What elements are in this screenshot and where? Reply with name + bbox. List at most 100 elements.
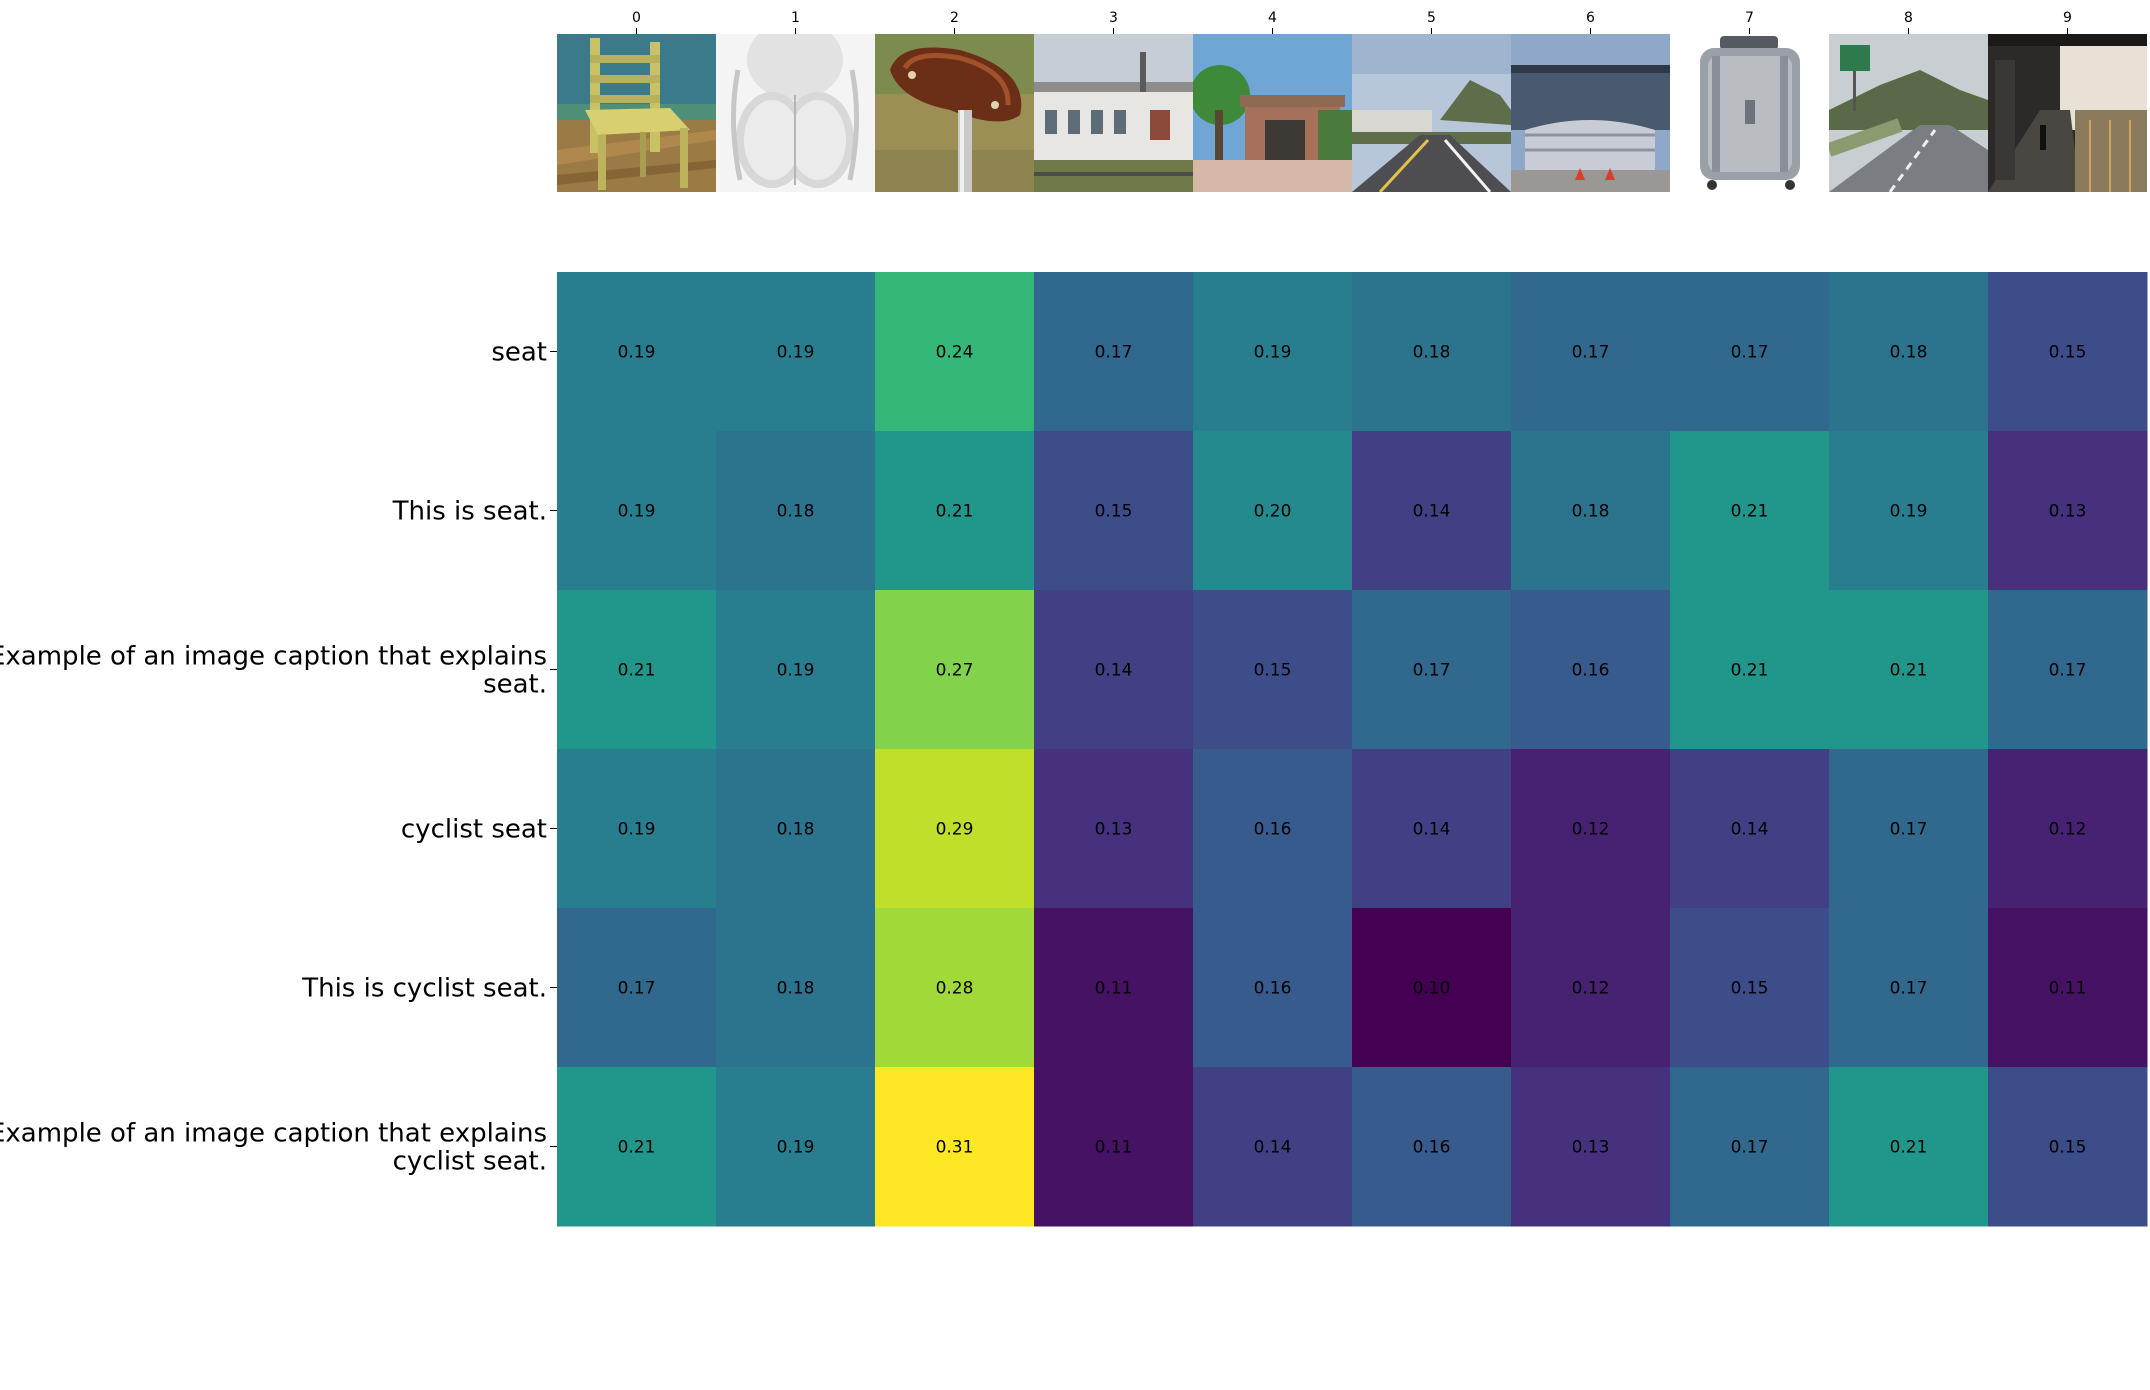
heatmap-cell <box>1034 1067 1194 1227</box>
heatmap-cell <box>1670 431 1830 591</box>
x-tick-label: 8 <box>1904 10 1913 26</box>
x-tick-label: 0 <box>632 10 641 26</box>
x-tick-label: 6 <box>1586 10 1595 26</box>
heatmap-cells: 0.19 0.19 0.24 0.17 0.19 0.18 0.17 0.17 0.18 0.15… <box>557 272 2148 1227</box>
heatmap-cell <box>1511 749 1671 909</box>
cell-value-label: 0.21 <box>618 661 656 681</box>
thumbnail-figure-study <box>716 34 875 192</box>
cell-value-label: 0.16 <box>1254 820 1292 840</box>
thumbnail-bicycle-saddle <box>875 34 1034 192</box>
heatmap-cell <box>1352 749 1512 909</box>
cell-value-label: 0.18 <box>777 502 815 522</box>
cell-value-label: 0.19 <box>777 343 815 363</box>
cell-value-label: 0.21 <box>1731 661 1769 681</box>
heatmap-cell <box>875 1067 1035 1227</box>
x-tick-label: 1 <box>791 10 800 26</box>
heatmap-cell <box>716 590 876 750</box>
heatmap-cell <box>1352 1067 1512 1227</box>
cell-value-label: 0.17 <box>1731 1138 1769 1158</box>
heatmap-cell <box>1034 908 1194 1068</box>
thumbnail-silver-suitcase <box>1670 34 1829 192</box>
heatmap-cell <box>1670 272 1830 432</box>
cell-value-label: 0.17 <box>2049 661 2087 681</box>
heatmap-cell <box>1670 749 1830 909</box>
thumbnail-train-platform <box>1988 34 2147 192</box>
cell-value-label: 0.12 <box>2049 820 2087 840</box>
heatmap-cell <box>1193 590 1353 750</box>
heatmap-cell <box>716 908 876 1068</box>
heatmap-cell <box>1193 272 1353 432</box>
heatmap-cell <box>1511 272 1671 432</box>
cell-value-label: 0.17 <box>1095 343 1133 363</box>
heatmap-cell <box>1352 431 1512 591</box>
x-tick-label: 9 <box>2063 10 2072 26</box>
cell-value-label: 0.11 <box>1095 1138 1133 1158</box>
heatmap-cell <box>1988 908 2148 1068</box>
cell-value-label: 0.15 <box>1731 979 1769 999</box>
heatmap-cell <box>1193 908 1353 1068</box>
row-label: seat. <box>483 670 547 700</box>
heatmap-cell <box>1670 590 1830 750</box>
thumbnail-station-entrance <box>1193 34 1352 192</box>
heatmap-cell <box>1511 590 1671 750</box>
cell-value-label: 0.21 <box>936 502 974 522</box>
heatmap-cell <box>875 272 1035 432</box>
heatmap-cell <box>1988 749 2148 909</box>
cell-value-label: 0.28 <box>936 979 974 999</box>
cell-value-label: 0.12 <box>1572 979 1610 999</box>
heatmap-cell <box>557 431 717 591</box>
cell-value-label: 0.16 <box>1413 1138 1451 1158</box>
heatmap-cell <box>1511 431 1671 591</box>
image-thumbnail-strip <box>557 34 2147 192</box>
cell-value-label: 0.19 <box>777 661 815 681</box>
row-label: seat <box>491 338 547 368</box>
cell-value-label: 0.17 <box>1731 343 1769 363</box>
cell-value-label: 0.31 <box>936 1138 974 1158</box>
heatmap-cell <box>1829 749 1989 909</box>
cell-value-label: 0.14 <box>1095 661 1133 681</box>
heatmap-cell <box>716 272 876 432</box>
thumbnail-road-hills <box>1352 34 1511 192</box>
heatmap-cell <box>716 431 876 591</box>
thumbnail-highway-road <box>1829 34 1988 192</box>
cell-value-label: 0.29 <box>936 820 974 840</box>
cell-value-label: 0.13 <box>1095 820 1133 840</box>
heatmap-cell <box>1352 272 1512 432</box>
cell-value-label: 0.14 <box>1254 1138 1292 1158</box>
cell-value-label: 0.17 <box>618 979 656 999</box>
heatmap-cell <box>716 749 876 909</box>
heatmap-cell <box>875 908 1035 1068</box>
thumbnail-building-gate <box>1511 34 1670 192</box>
heatmap-cell <box>875 590 1035 750</box>
heatmap-cell <box>1193 749 1353 909</box>
x-tick-label: 4 <box>1268 10 1277 26</box>
cell-value-label: 0.21 <box>1731 502 1769 522</box>
cell-value-label: 0.14 <box>1731 820 1769 840</box>
thumbnail-chair-painting <box>557 34 716 192</box>
cell-value-label: 0.15 <box>1254 661 1292 681</box>
cell-value-label: 0.24 <box>936 343 974 363</box>
heatmap-cell <box>1829 272 1989 432</box>
y-axis-labels: seat This is seat. Example of an image cap… <box>0 338 557 1177</box>
heatmap-cell <box>1352 908 1512 1068</box>
cell-value-label: 0.15 <box>2049 343 2087 363</box>
cell-value-label: 0.27 <box>936 661 974 681</box>
cell-value-label: 0.18 <box>1413 343 1451 363</box>
heatmap-cell <box>557 749 717 909</box>
cell-value-label: 0.19 <box>618 820 656 840</box>
cell-value-label: 0.21 <box>618 1138 656 1158</box>
heatmap-cell <box>1829 431 1989 591</box>
heatmap-cell <box>716 1067 876 1227</box>
heatmap-cell <box>557 908 717 1068</box>
heatmap-cell <box>557 272 717 432</box>
heatmap-cell <box>1511 908 1671 1068</box>
cell-value-label: 0.17 <box>1890 979 1928 999</box>
heatmap-cell <box>557 1067 717 1227</box>
cell-value-label: 0.13 <box>1572 1138 1610 1158</box>
cell-value-label: 0.16 <box>1572 661 1610 681</box>
x-tick-label: 5 <box>1427 10 1436 26</box>
heatmap-cell <box>1034 590 1194 750</box>
cell-value-label: 0.12 <box>1572 820 1610 840</box>
cell-value-label: 0.10 <box>1413 979 1451 999</box>
